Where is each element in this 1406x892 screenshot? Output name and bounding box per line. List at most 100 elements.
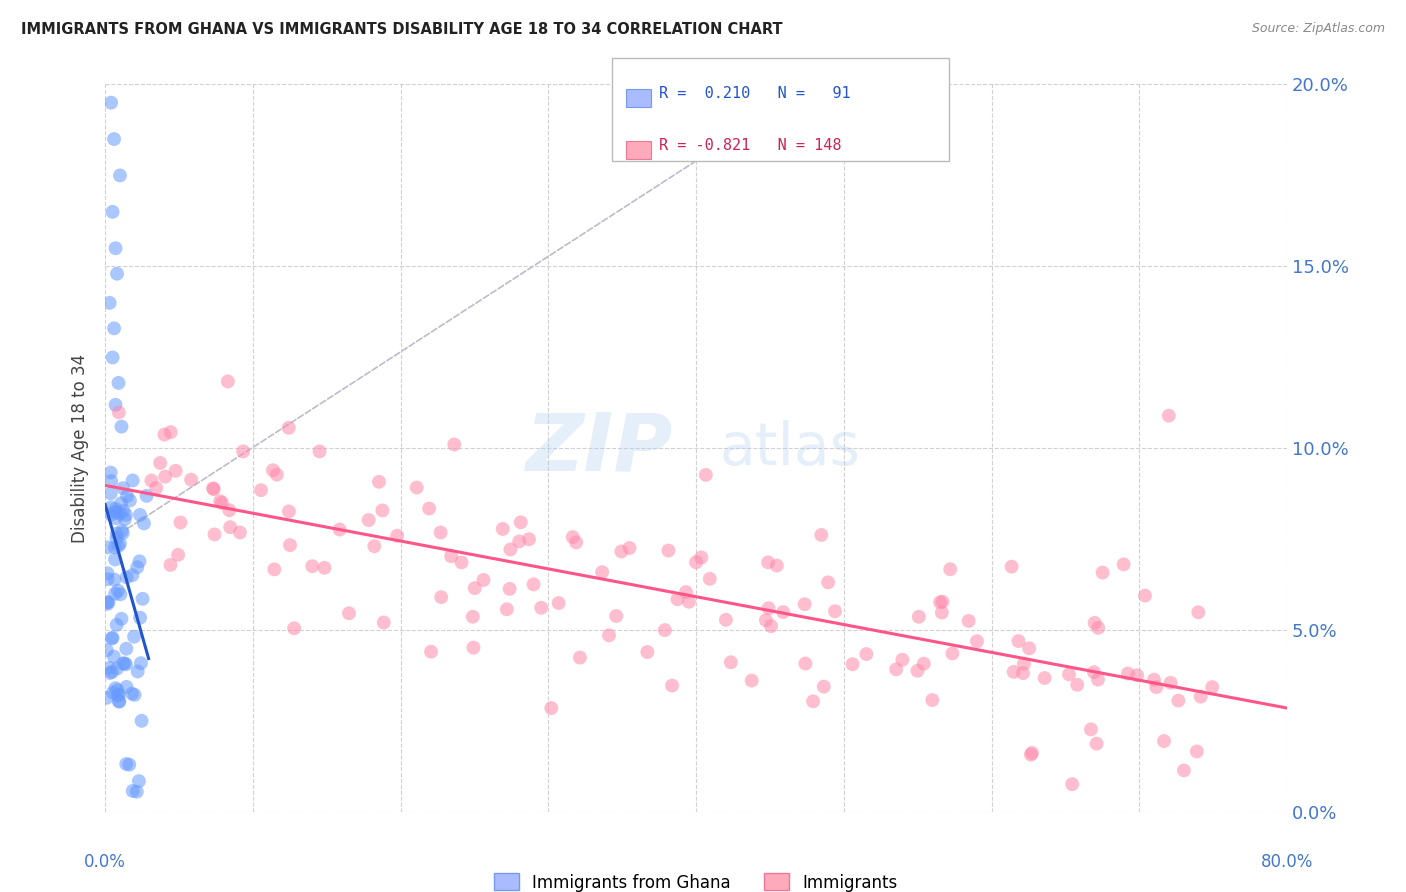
Point — [931, 595, 953, 609]
Point — [619, 541, 641, 555]
Point — [793, 597, 815, 611]
Point — [450, 555, 472, 569]
Point — [105, 526, 128, 541]
Point — [131, 591, 153, 606]
Point — [498, 582, 520, 596]
Point — [463, 640, 485, 655]
Point — [149, 456, 172, 470]
Point — [218, 503, 240, 517]
Point — [277, 504, 299, 518]
Point — [100, 500, 122, 515]
Point — [104, 502, 127, 516]
Point — [96, 566, 118, 581]
Point — [100, 508, 122, 522]
Point — [654, 623, 676, 637]
Point — [98, 296, 121, 310]
Point — [568, 650, 591, 665]
Point — [1019, 747, 1042, 762]
Y-axis label: Disability Age 18 to 34: Disability Age 18 to 34 — [72, 354, 89, 543]
Point — [472, 573, 495, 587]
Point — [329, 523, 352, 537]
Point — [661, 679, 683, 693]
Point — [110, 419, 132, 434]
Point — [127, 665, 149, 679]
Point — [107, 683, 129, 698]
Point — [766, 558, 789, 573]
Point — [122, 630, 145, 644]
Point — [841, 657, 863, 672]
Point — [204, 527, 226, 541]
Point — [1143, 673, 1166, 687]
Point — [118, 757, 141, 772]
Point — [685, 555, 707, 569]
Point — [108, 536, 131, 550]
Point — [675, 585, 697, 599]
Point — [565, 535, 588, 549]
Point — [492, 522, 515, 536]
Point — [266, 467, 288, 482]
Point — [159, 558, 181, 572]
Point — [657, 543, 679, 558]
Point — [385, 529, 408, 543]
Point — [530, 600, 553, 615]
Point — [115, 508, 138, 522]
Point — [758, 601, 780, 615]
Point — [104, 505, 127, 519]
Point — [108, 507, 131, 521]
Point — [127, 560, 149, 574]
Point — [371, 503, 394, 517]
Point — [111, 657, 134, 671]
Text: 80.0%: 80.0% — [1261, 853, 1313, 871]
Point — [605, 609, 627, 624]
Point — [103, 573, 125, 587]
Point — [104, 241, 127, 255]
Point — [430, 590, 453, 604]
Point — [801, 694, 824, 708]
Point — [105, 618, 128, 632]
Point — [132, 516, 155, 531]
Point — [1080, 723, 1102, 737]
Point — [115, 657, 138, 672]
Point — [1087, 673, 1109, 687]
Point — [100, 466, 122, 480]
Point — [277, 421, 299, 435]
Point — [1000, 559, 1022, 574]
Point — [125, 785, 148, 799]
Point — [929, 595, 952, 609]
Point — [250, 483, 273, 497]
Point — [103, 649, 125, 664]
Point — [165, 464, 187, 478]
Point — [813, 680, 835, 694]
Point — [1083, 665, 1105, 680]
Text: IMMIGRANTS FROM GHANA VS IMMIGRANTS DISABILITY AGE 18 TO 34 CORRELATION CHART: IMMIGRANTS FROM GHANA VS IMMIGRANTS DISA… — [21, 22, 783, 37]
Point — [129, 611, 152, 625]
Point — [1007, 634, 1029, 648]
Point — [1144, 680, 1167, 694]
Point — [278, 538, 301, 552]
Point — [100, 474, 122, 488]
Point — [114, 512, 136, 526]
Point — [429, 525, 451, 540]
Point — [1012, 657, 1035, 671]
Point — [104, 541, 127, 555]
Point — [931, 606, 953, 620]
Point — [121, 784, 143, 798]
Point — [810, 528, 832, 542]
Point — [461, 609, 484, 624]
Point — [129, 508, 152, 522]
Text: R =  0.210   N =   91: R = 0.210 N = 91 — [659, 87, 851, 101]
Point — [202, 482, 225, 496]
Text: R = -0.821   N = 148: R = -0.821 N = 148 — [659, 138, 842, 153]
Point — [100, 486, 122, 500]
Legend: Immigrants from Ghana, Immigrants: Immigrants from Ghana, Immigrants — [494, 873, 898, 891]
Point — [1002, 665, 1025, 679]
Point — [1033, 671, 1056, 685]
Point — [232, 444, 254, 458]
Text: atlas: atlas — [720, 420, 860, 477]
Point — [219, 520, 242, 534]
Point — [105, 505, 128, 519]
Point — [263, 562, 285, 576]
Point — [301, 559, 323, 574]
Point — [100, 95, 122, 110]
Point — [97, 597, 120, 611]
